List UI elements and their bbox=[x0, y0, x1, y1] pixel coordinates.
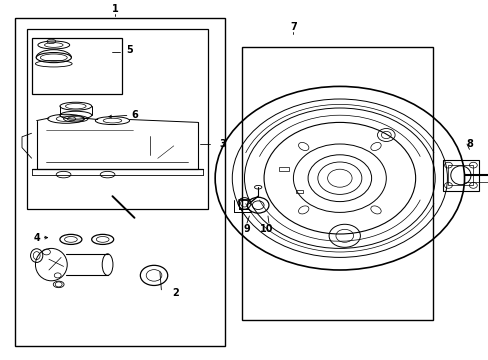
Text: 3: 3 bbox=[219, 139, 225, 149]
Text: 4: 4 bbox=[33, 233, 40, 243]
Text: 9: 9 bbox=[243, 224, 250, 234]
Bar bbox=[15, 18, 224, 346]
Text: 8: 8 bbox=[465, 139, 472, 149]
Bar bbox=[442, 160, 478, 191]
Text: 7: 7 bbox=[289, 22, 296, 32]
Bar bbox=[27, 29, 207, 209]
Bar bbox=[295, 190, 303, 193]
Text: 6: 6 bbox=[131, 110, 138, 120]
Bar bbox=[242, 47, 432, 320]
Text: 10: 10 bbox=[259, 224, 273, 234]
Bar bbox=[447, 165, 472, 185]
Bar bbox=[32, 38, 122, 94]
Bar bbox=[278, 167, 288, 171]
Text: 2: 2 bbox=[172, 288, 179, 298]
Text: 5: 5 bbox=[126, 45, 133, 55]
Text: 1: 1 bbox=[111, 4, 118, 14]
